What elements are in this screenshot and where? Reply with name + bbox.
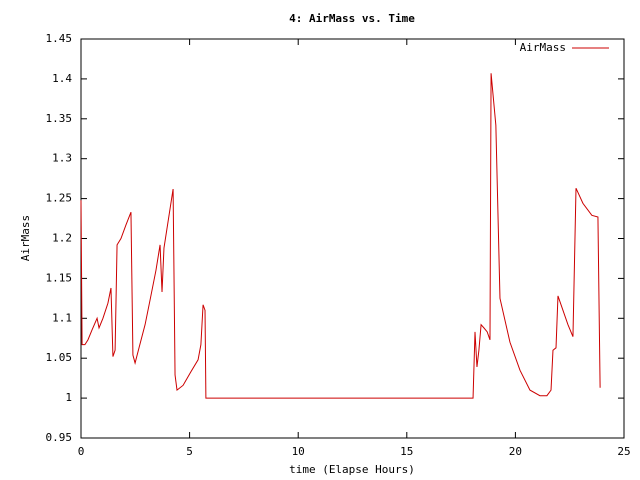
x-tick-label: 15	[400, 445, 413, 458]
y-tick-label: 1.15	[46, 271, 73, 284]
x-tick-label: 10	[292, 445, 305, 458]
plot-frame	[80, 38, 625, 439]
y-tick-label: 1.35	[46, 112, 73, 125]
x-tick-label: 20	[509, 445, 522, 458]
x-axis-label: time (Elapse Hours)	[289, 463, 415, 476]
y-tick-label: 1	[65, 391, 72, 404]
data-line	[80, 73, 601, 399]
y-axis-label: AirMass	[19, 215, 32, 261]
y-tick-label: 1.2	[52, 232, 72, 245]
x-tick-label: 0	[78, 445, 85, 458]
y-tick-label: 1.1	[52, 311, 72, 324]
x-tick-label: 25	[617, 445, 630, 458]
chart-title: 4: AirMass vs. Time	[289, 12, 415, 25]
y-tick-label: 1.3	[52, 152, 72, 165]
x-tick-label: 5	[186, 445, 193, 458]
y-tick-label: 1.4	[52, 72, 72, 85]
y-tick-label: 1.45	[46, 32, 73, 45]
y-tick-label: 0.95	[46, 431, 73, 444]
y-tick-label: 1.25	[46, 192, 73, 205]
legend-label: AirMass	[520, 41, 566, 54]
y-tick-label: 1.05	[46, 351, 73, 364]
